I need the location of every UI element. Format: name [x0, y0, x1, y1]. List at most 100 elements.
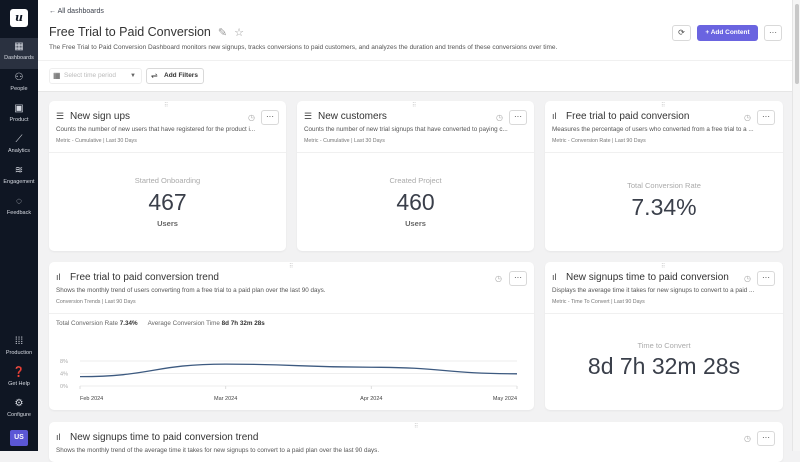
drag-handle-icon[interactable]: ⠿ [412, 103, 417, 109]
metric-card-conversion-rate: ⠿ ıl Free trial to paid conversion ◷ ···… [545, 101, 783, 251]
metric-card-time-to-convert: ⠿ ıl New signups time to paid conversion… [545, 262, 783, 410]
sidebar: u ▦ Dashboards ⚇ People ▣ Product ⟋ Analytic… [0, 0, 38, 451]
refresh-icon: ⟳ [678, 28, 685, 37]
clock-icon[interactable]: ◷ [495, 274, 502, 283]
card-meta: Metric - Conversion Rate | Last 90 Days [552, 138, 646, 144]
card-title: New customers [318, 111, 387, 122]
x-tick-label: Mar 2024 [214, 396, 237, 402]
sidebar-item-feedback[interactable]: ◌ Feedback [0, 193, 38, 224]
card-description: Measures the percentage of users who con… [552, 126, 754, 133]
card-meta: Metric - Cumulative | Last 30 Days [304, 138, 385, 144]
y-tick-label: 8% [60, 359, 68, 365]
bar-chart-icon: ıl [56, 272, 61, 282]
card-description: Counts the number of new trial signups t… [304, 126, 508, 133]
metric-label: Time to Convert [637, 341, 691, 350]
drag-handle-icon[interactable]: ⠿ [289, 264, 294, 270]
metric-card-new-customers: ⠿ ☰ New customers ◷ ··· Counts the numbe… [297, 101, 534, 251]
sidebar-item-production[interactable]: ⁞⁞⁞ Production [0, 333, 38, 364]
x-tick-label: Apr 2024 [360, 396, 382, 402]
card-menu-button[interactable]: ··· [261, 110, 279, 125]
back-link[interactable]: ← All dashboards [49, 8, 104, 15]
people-icon: ⚇ [14, 72, 24, 83]
help-icon: ❓ [12, 367, 26, 378]
dashboard-header: ← All dashboards Free Trial to Paid Conv… [38, 0, 792, 92]
chart-icon: ⟋ [15, 134, 23, 145]
kpi-average-conversion-time: Average Conversion Time 8d 7h 32m 28s [147, 320, 265, 327]
edit-icon[interactable]: ✎ [217, 26, 228, 39]
layers-icon: ≋ [14, 165, 24, 176]
metric-card-new-sign-ups: ⠿ ☰ New sign ups ◷ ··· Counts the number… [49, 101, 286, 251]
add-content-button[interactable]: + Add Content [697, 25, 758, 41]
card-menu-button[interactable]: ··· [509, 110, 527, 125]
card-title: New sign ups [70, 111, 131, 122]
metric-icon: ☰ [56, 111, 65, 121]
metric-label: Started Onboarding [134, 176, 201, 185]
gear-icon: ⚙ [14, 398, 24, 409]
chevron-down-icon: ▼ [130, 73, 136, 79]
add-filters-button[interactable]: ⇌ Add Filters [146, 68, 204, 84]
card-title: New signups time to paid conversion [566, 272, 729, 283]
more-options-button[interactable]: ··· [764, 25, 782, 41]
metric-unit: Users [157, 219, 178, 228]
scrollbar[interactable] [792, 0, 800, 451]
card-description: Displays the average time it takes for n… [552, 287, 755, 294]
trend-card-conversion: ⠿ ıl Free trial to paid conversion trend… [49, 262, 534, 410]
metric-label: Total Conversion Rate [627, 181, 701, 190]
time-period-select[interactable]: ▦ Select time period ▼ [49, 68, 142, 84]
card-menu-button[interactable]: ··· [509, 271, 527, 286]
plus-icon: + [705, 29, 710, 36]
kpi-row: Total Conversion Rate 7.34% Average Conv… [56, 320, 265, 327]
filter-icon: ⇌ [151, 71, 158, 80]
avatar[interactable]: US [10, 430, 28, 446]
sidebar-item-analytics[interactable]: ⟋ Analytics [0, 131, 38, 162]
line-chart: 0% 4% 8% Feb 2024 Mar 2024 Apr 2024 May 2024 [60, 359, 518, 402]
series-line [79, 363, 518, 378]
bar-chart-icon: ıl [552, 111, 557, 121]
card-title: Free trial to paid conversion trend [70, 272, 219, 283]
calendar-icon: ▦ [53, 71, 61, 80]
clock-icon[interactable]: ◷ [496, 113, 503, 122]
drag-handle-icon[interactable]: ⠿ [414, 424, 419, 430]
y-tick-label: 4% [60, 372, 68, 378]
app-logo: u [10, 9, 28, 27]
sidebar-item-product[interactable]: ▣ Product [0, 100, 38, 131]
star-icon[interactable]: ☆ [234, 26, 244, 39]
kpi-total-conversion-rate: Total Conversion Rate 7.34% [56, 320, 138, 327]
card-title: Free trial to paid conversion [566, 111, 690, 122]
card-menu-button[interactable]: ··· [757, 271, 775, 286]
clock-icon[interactable]: ◷ [744, 434, 751, 443]
metric-value: 8d 7h 32m 28s [587, 353, 741, 379]
bar-chart-icon: ıl [552, 272, 557, 282]
metric-value: 460 [396, 189, 435, 215]
refresh-button[interactable]: ⟳ [672, 25, 691, 41]
clock-icon[interactable]: ◷ [744, 274, 751, 283]
card-title: New signups time to paid conversion tren… [70, 432, 259, 443]
card-meta: Conversion Trends | Last 90 Days [56, 299, 136, 305]
bar-chart-icon: ıl [56, 432, 61, 442]
metric-value: 7.34% [631, 194, 697, 220]
sidebar-item-get-help[interactable]: ❓ Get Help [0, 364, 38, 395]
card-menu-button[interactable]: ··· [757, 110, 775, 125]
y-tick-label: 0% [60, 384, 68, 390]
metric-label: Created Project [389, 176, 442, 185]
apps-icon: ⁞⁞⁞ [14, 336, 24, 347]
trend-card-time-to-convert: ⠿ ıl New signups time to paid conversion… [49, 422, 783, 462]
grid-icon: ▦ [14, 41, 24, 52]
metric-icon: ☰ [304, 111, 313, 121]
clock-icon[interactable]: ◷ [248, 113, 255, 122]
drag-handle-icon[interactable]: ⠿ [661, 103, 666, 109]
arrow-left-icon: ← [49, 8, 56, 15]
divider [38, 60, 792, 61]
clock-icon[interactable]: ◷ [744, 113, 751, 122]
sidebar-item-dashboards[interactable]: ▦ Dashboards [0, 38, 38, 69]
card-menu-button[interactable]: ··· [757, 431, 775, 446]
x-tick-label: May 2024 [493, 396, 517, 402]
sidebar-item-configure[interactable]: ⚙ Configure [0, 395, 38, 426]
sidebar-item-people[interactable]: ⚇ People [0, 69, 38, 100]
metric-value: 467 [148, 189, 187, 215]
drag-handle-icon[interactable]: ⠿ [661, 264, 666, 270]
x-tick-label: Feb 2024 [80, 396, 103, 402]
sidebar-item-engagement[interactable]: ≋ Engagement [0, 162, 38, 193]
page-description: The Free Trial to Paid Conversion Dashbo… [49, 44, 558, 51]
drag-handle-icon[interactable]: ⠿ [164, 103, 169, 109]
